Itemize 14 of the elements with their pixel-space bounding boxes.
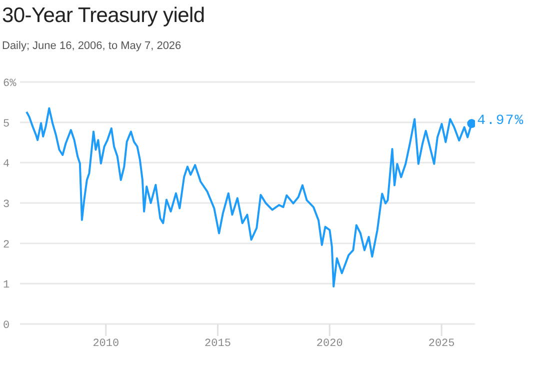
x-tick-label: 2010 bbox=[92, 338, 120, 350]
y-tick-label: 6% bbox=[3, 78, 17, 90]
x-tick-label: 2020 bbox=[316, 338, 343, 350]
data-label: 4.97% bbox=[477, 113, 524, 130]
y-tick-label: 0 bbox=[3, 320, 10, 332]
y-tick-label: 2 bbox=[3, 239, 10, 252]
y-tick-label: 5 bbox=[3, 118, 10, 130]
y-tick-label: 4 bbox=[3, 158, 10, 171]
x-tick-label: 2025 bbox=[428, 338, 455, 350]
y-tick-label: 1 bbox=[3, 280, 10, 292]
y-tick-label: 3 bbox=[3, 199, 10, 211]
chart-subtitle: Daily; June 16, 2006, to May 7, 2026 bbox=[2, 40, 182, 52]
chart-title: 30-Year Treasury yield bbox=[2, 4, 205, 28]
x-tick-label: 2015 bbox=[204, 338, 231, 350]
